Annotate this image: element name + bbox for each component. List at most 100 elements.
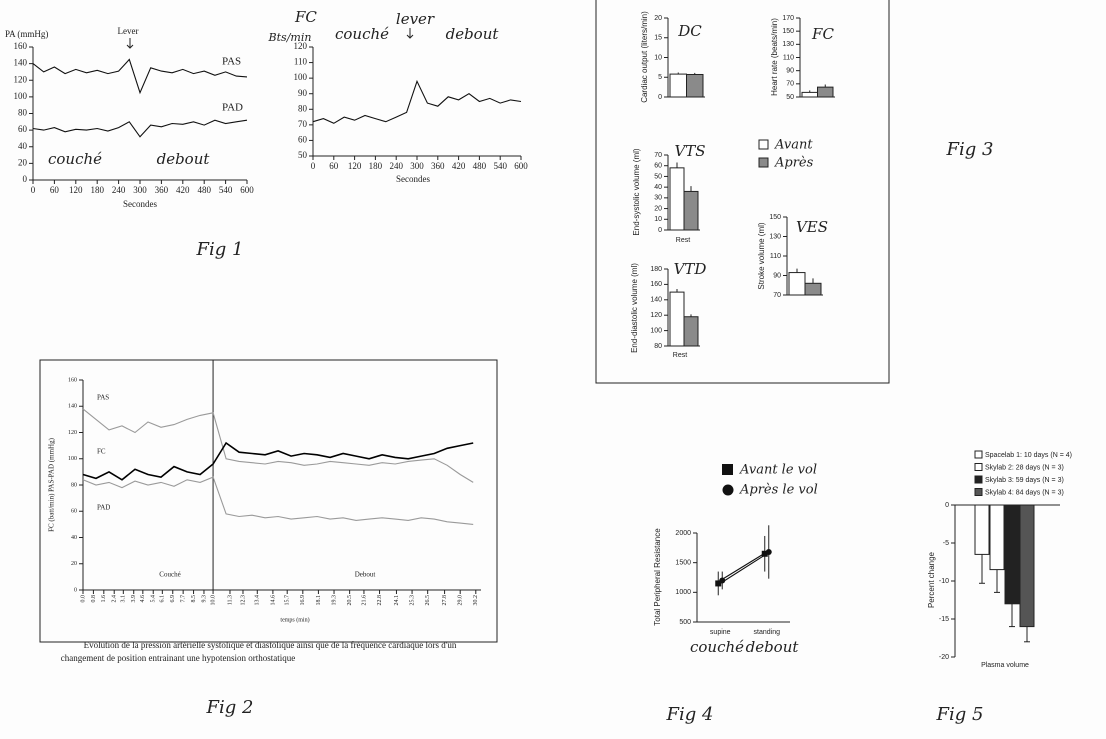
y-tick-label: 40 [18, 141, 28, 151]
x-axis-label: Rest [676, 237, 690, 244]
y-tick-label: 80 [18, 108, 28, 118]
y-tick-label: 15 [654, 35, 662, 42]
legend-label: Avant [774, 138, 813, 153]
x-axis-label: Rest [673, 352, 687, 359]
bar [817, 86, 834, 98]
y-tick-label: 100 [650, 327, 662, 334]
y-tick-label: 60 [71, 509, 77, 515]
x-tick-label: 20.5 [347, 595, 353, 606]
y-tick-label: 90 [773, 272, 781, 279]
y-tick-label: 100 [294, 72, 308, 82]
annotation: debout [746, 638, 800, 656]
bar [669, 291, 685, 347]
x-tick-label: 5.4 [151, 595, 157, 603]
figure-label: Fig 2 [206, 697, 254, 718]
y-tick-label: 20 [654, 205, 662, 212]
y-axis-label: Total Peripheral Resistance [653, 528, 662, 626]
x-tick-label: 26.5 [425, 595, 431, 606]
x-tick-label: 16.9 [300, 595, 306, 606]
x-tick-label: 1.6 [101, 595, 107, 603]
y-tick-label: 0 [658, 94, 662, 101]
y-tick-label: 160 [14, 41, 28, 51]
y-tick-label: 2000 [675, 530, 691, 537]
x-tick-label: 21.6 [361, 595, 367, 606]
y-tick-label: 0 [945, 502, 949, 509]
annotation: debout [157, 150, 211, 168]
y-tick-label: 140 [68, 404, 77, 410]
x-tick-label: 8.5 [191, 595, 197, 603]
x-tick-label: 29.0 [458, 595, 464, 606]
annotation: Debout [355, 571, 376, 579]
chart-title: VTD [674, 260, 707, 278]
annotation: couché [335, 25, 389, 43]
figure-label: Fig 1 [196, 239, 244, 260]
y-tick-label: 70 [298, 119, 308, 129]
figure-label: Fig 5 [936, 704, 984, 725]
x-tick-label: 3.9 [131, 595, 137, 603]
legend-swatch [758, 157, 769, 168]
y-tick-label: 80 [298, 103, 308, 113]
y-axis-label: End-diastolic volume (ml) [630, 263, 639, 353]
annotation: debout [446, 25, 500, 43]
x-tick-label: 360 [431, 161, 445, 171]
series-line [82, 441, 474, 481]
x-tick-label: 25.3 [409, 595, 415, 606]
x-tick-label: 300 [133, 185, 147, 195]
x-tick-label: 300 [410, 161, 424, 171]
bar [1004, 504, 1020, 605]
chart-title: DC [677, 22, 702, 40]
annotation: couché [48, 150, 102, 168]
y-tick-label: -10 [939, 578, 949, 585]
bar [683, 190, 699, 231]
x-tick-label: standing [754, 629, 781, 636]
y-tick-label: 100 [14, 91, 28, 101]
x-tick-label: 15.7 [285, 595, 291, 606]
y-tick-label: 60 [18, 124, 28, 134]
y-tick-label: 1500 [675, 560, 691, 567]
y-tick-label: 50 [298, 150, 308, 160]
y-axis-label: Bts/min [268, 31, 312, 44]
x-tick-label: 10.0 [210, 595, 216, 606]
x-tick-label: 0.0 [80, 595, 86, 603]
y-tick-label: 90 [298, 88, 308, 98]
y-tick-label: 20 [71, 561, 77, 567]
legend-label: Skylab 2: 28 days (N = 3) [985, 464, 1064, 471]
x-tick-label: 11.3 [227, 595, 233, 605]
y-tick-label: 40 [71, 535, 77, 541]
series-line [312, 79, 522, 124]
annotation: lever [396, 10, 435, 28]
y-axis-label: Stroke volume (ml) [757, 222, 766, 289]
x-tick-label: 180 [90, 185, 104, 195]
y-tick-label: 140 [14, 58, 28, 68]
series-label: PAD [97, 504, 110, 512]
chart-title: VTS [674, 142, 705, 160]
x-tick-label: 420 [176, 185, 190, 195]
legend-label: Spacelab 1: 10 days (N = 4) [985, 452, 1072, 459]
y-tick-label: 80 [654, 343, 662, 350]
x-tick-label: 60 [50, 185, 60, 195]
y-tick-label: 50 [786, 94, 794, 101]
fig3-frame [595, 0, 890, 384]
bar [669, 167, 685, 231]
y-tick-label: 120 [294, 41, 308, 51]
x-tick-label: 480 [197, 185, 211, 195]
y-tick-label: 5 [658, 74, 662, 81]
y-tick-label: 0 [658, 227, 662, 234]
series-line [32, 119, 248, 138]
series-line [82, 476, 474, 525]
chart-title: FC [811, 25, 834, 43]
y-tick-label: 20 [18, 157, 28, 167]
x-tick-label: 600 [240, 185, 254, 195]
y-tick-label: 110 [783, 54, 794, 61]
marker [719, 577, 726, 584]
x-tick-label: 420 [452, 161, 466, 171]
bar [801, 91, 818, 98]
figure-label: Fig 4 [666, 704, 714, 725]
y-axis-label: Percent change [927, 551, 936, 608]
y-tick-label: 180 [650, 266, 662, 273]
x-tick-label: 60 [329, 161, 339, 171]
series-line [32, 58, 248, 95]
legend-swatch [974, 488, 983, 496]
x-tick-label: 240 [389, 161, 403, 171]
